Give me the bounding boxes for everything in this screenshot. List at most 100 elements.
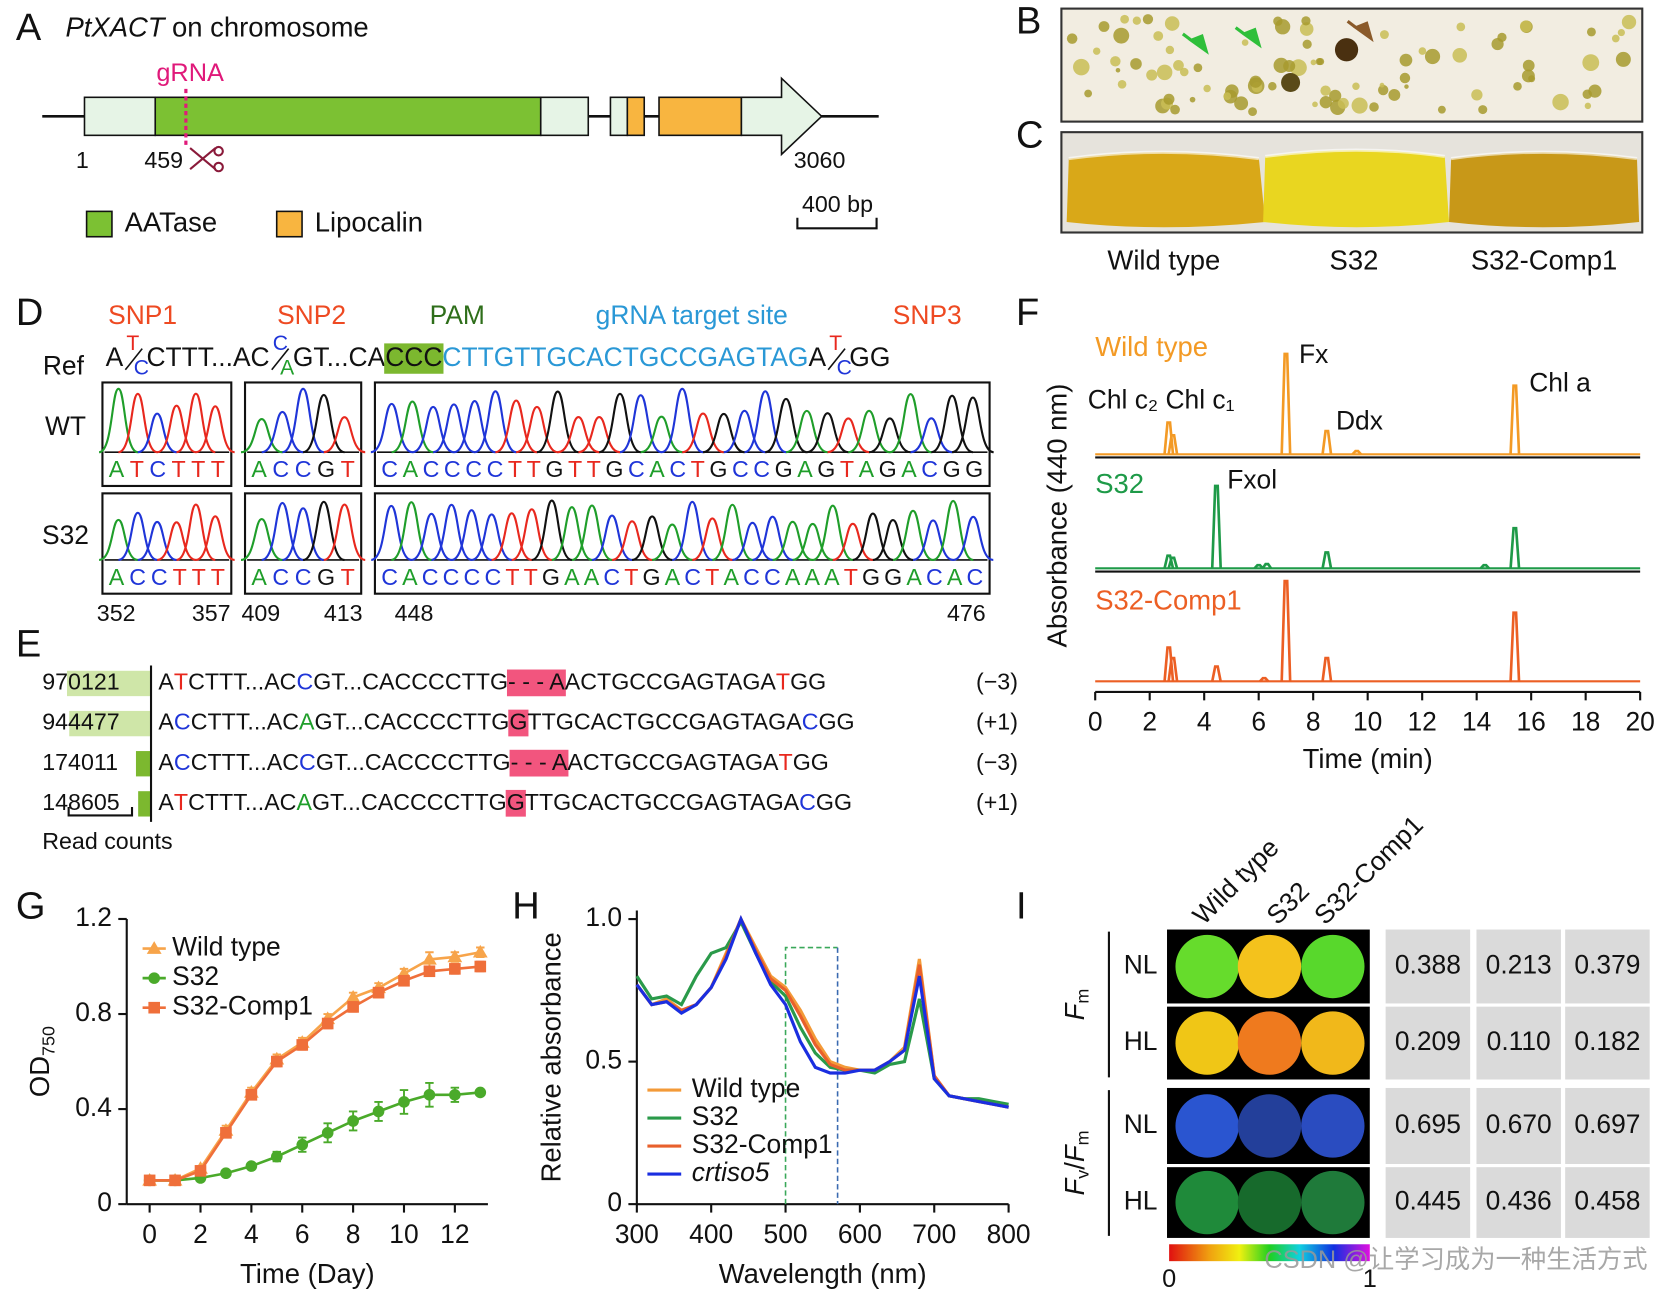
base: C [484, 564, 501, 590]
value-label: 0.445 [1395, 1186, 1461, 1216]
position-label: 1 [76, 147, 89, 173]
trace-peak [261, 501, 304, 561]
marker [474, 960, 487, 973]
base: C [743, 564, 760, 590]
base: A [649, 456, 665, 482]
base: A [402, 564, 418, 590]
x-tick-label: 0 [1088, 707, 1103, 737]
panel-label: B [1016, 0, 1041, 42]
position-label: 3060 [794, 147, 846, 173]
base: C [129, 564, 146, 590]
colony [1110, 56, 1121, 67]
base: C [684, 564, 701, 590]
peak [1321, 656, 1333, 682]
colony [1163, 93, 1175, 105]
position-label: 413 [324, 600, 363, 626]
colony [1337, 97, 1349, 109]
panel-label: C [1016, 114, 1043, 156]
sequence-segment: - - - A [508, 669, 565, 695]
peak [1210, 665, 1222, 682]
marker [321, 1127, 334, 1139]
gene-title: PtXACT on chromosome [65, 12, 368, 43]
base: C [381, 564, 398, 590]
value-cell [1385, 1167, 1471, 1238]
marker [220, 1167, 232, 1180]
base: A [403, 456, 419, 482]
position-label: 352 [97, 600, 136, 626]
fluorescence-spot [1175, 1170, 1239, 1235]
legend-label: S32 [692, 1101, 739, 1131]
sequence-header: PAM [430, 300, 485, 330]
flask-photo [1060, 131, 1644, 234]
base: A [109, 564, 125, 590]
panel-label: F [1016, 292, 1039, 334]
colony [1320, 85, 1331, 96]
base: A [665, 564, 681, 590]
trace-peak [868, 417, 911, 454]
base: T [624, 564, 638, 590]
peak [1321, 429, 1333, 455]
colony [1117, 79, 1127, 89]
indel-label: (−3) [976, 749, 1018, 775]
snp-bottom: C [134, 356, 149, 379]
base: C [732, 456, 749, 482]
sequence-segment: GG [816, 789, 852, 815]
peak-annotation: Fxol [1227, 465, 1277, 495]
fluorescence-spot [1301, 934, 1365, 999]
marker [372, 986, 385, 999]
sequence-segment: GT...CACCCCTTG [313, 669, 508, 695]
chromatogram-box [373, 492, 991, 595]
trace-peak [323, 416, 366, 454]
colony [1164, 16, 1180, 31]
base: T [840, 456, 854, 482]
x-tick-label: 16 [1516, 707, 1545, 737]
exon [539, 96, 590, 137]
colony [1552, 93, 1569, 111]
photo-label: S32-Comp1 [1471, 244, 1617, 275]
marker [194, 1165, 207, 1177]
series-line [635, 914, 1009, 1109]
fluorescence-spot [1175, 1011, 1239, 1075]
sequence-segment: - - - A [511, 749, 568, 775]
sequence-segment: A [106, 342, 124, 372]
trace-peak [282, 387, 325, 454]
trace-peak [732, 521, 773, 561]
base: G [709, 456, 727, 482]
sequence-segment: CTTT...AC [146, 342, 269, 372]
base: T [341, 456, 355, 482]
peak-annotation: Chl a [1529, 368, 1591, 398]
sequence-segment: C [174, 709, 191, 735]
marker [245, 1160, 258, 1172]
trace-peak [431, 503, 472, 561]
x-tick-label: 10 [389, 1219, 418, 1249]
x-tick-label: 12 [440, 1219, 469, 1249]
peak [1167, 556, 1179, 569]
colony [1092, 47, 1101, 55]
base: G [317, 456, 335, 482]
panel-label: A [16, 7, 42, 49]
x-axis-label: Read counts [42, 828, 172, 854]
value-label: 0.388 [1395, 949, 1461, 979]
fluorescence-spot [1175, 1094, 1239, 1158]
sequence-segment: C [296, 669, 313, 695]
trace-peak [282, 507, 325, 561]
arrow [1181, 32, 1209, 55]
trace-peak [515, 405, 559, 454]
colony [1299, 22, 1314, 36]
peak-annotation: Ddx [1336, 406, 1383, 436]
row-label: HL [1124, 1186, 1158, 1216]
sequence-segment: TTGCACTGCCGAGTAGA [525, 789, 800, 815]
base: A [906, 564, 922, 590]
sequence-segment: A [158, 749, 174, 775]
legend-swatch [85, 210, 113, 238]
colony [1115, 67, 1121, 73]
base: A [251, 564, 267, 590]
x-axis-label: Time (min) [1303, 743, 1433, 774]
value-cell [1565, 929, 1650, 1004]
marker [146, 941, 162, 954]
trace-peak [619, 394, 662, 454]
colorbar-tick-label: 1 [1363, 1265, 1377, 1293]
colony [1179, 67, 1189, 77]
